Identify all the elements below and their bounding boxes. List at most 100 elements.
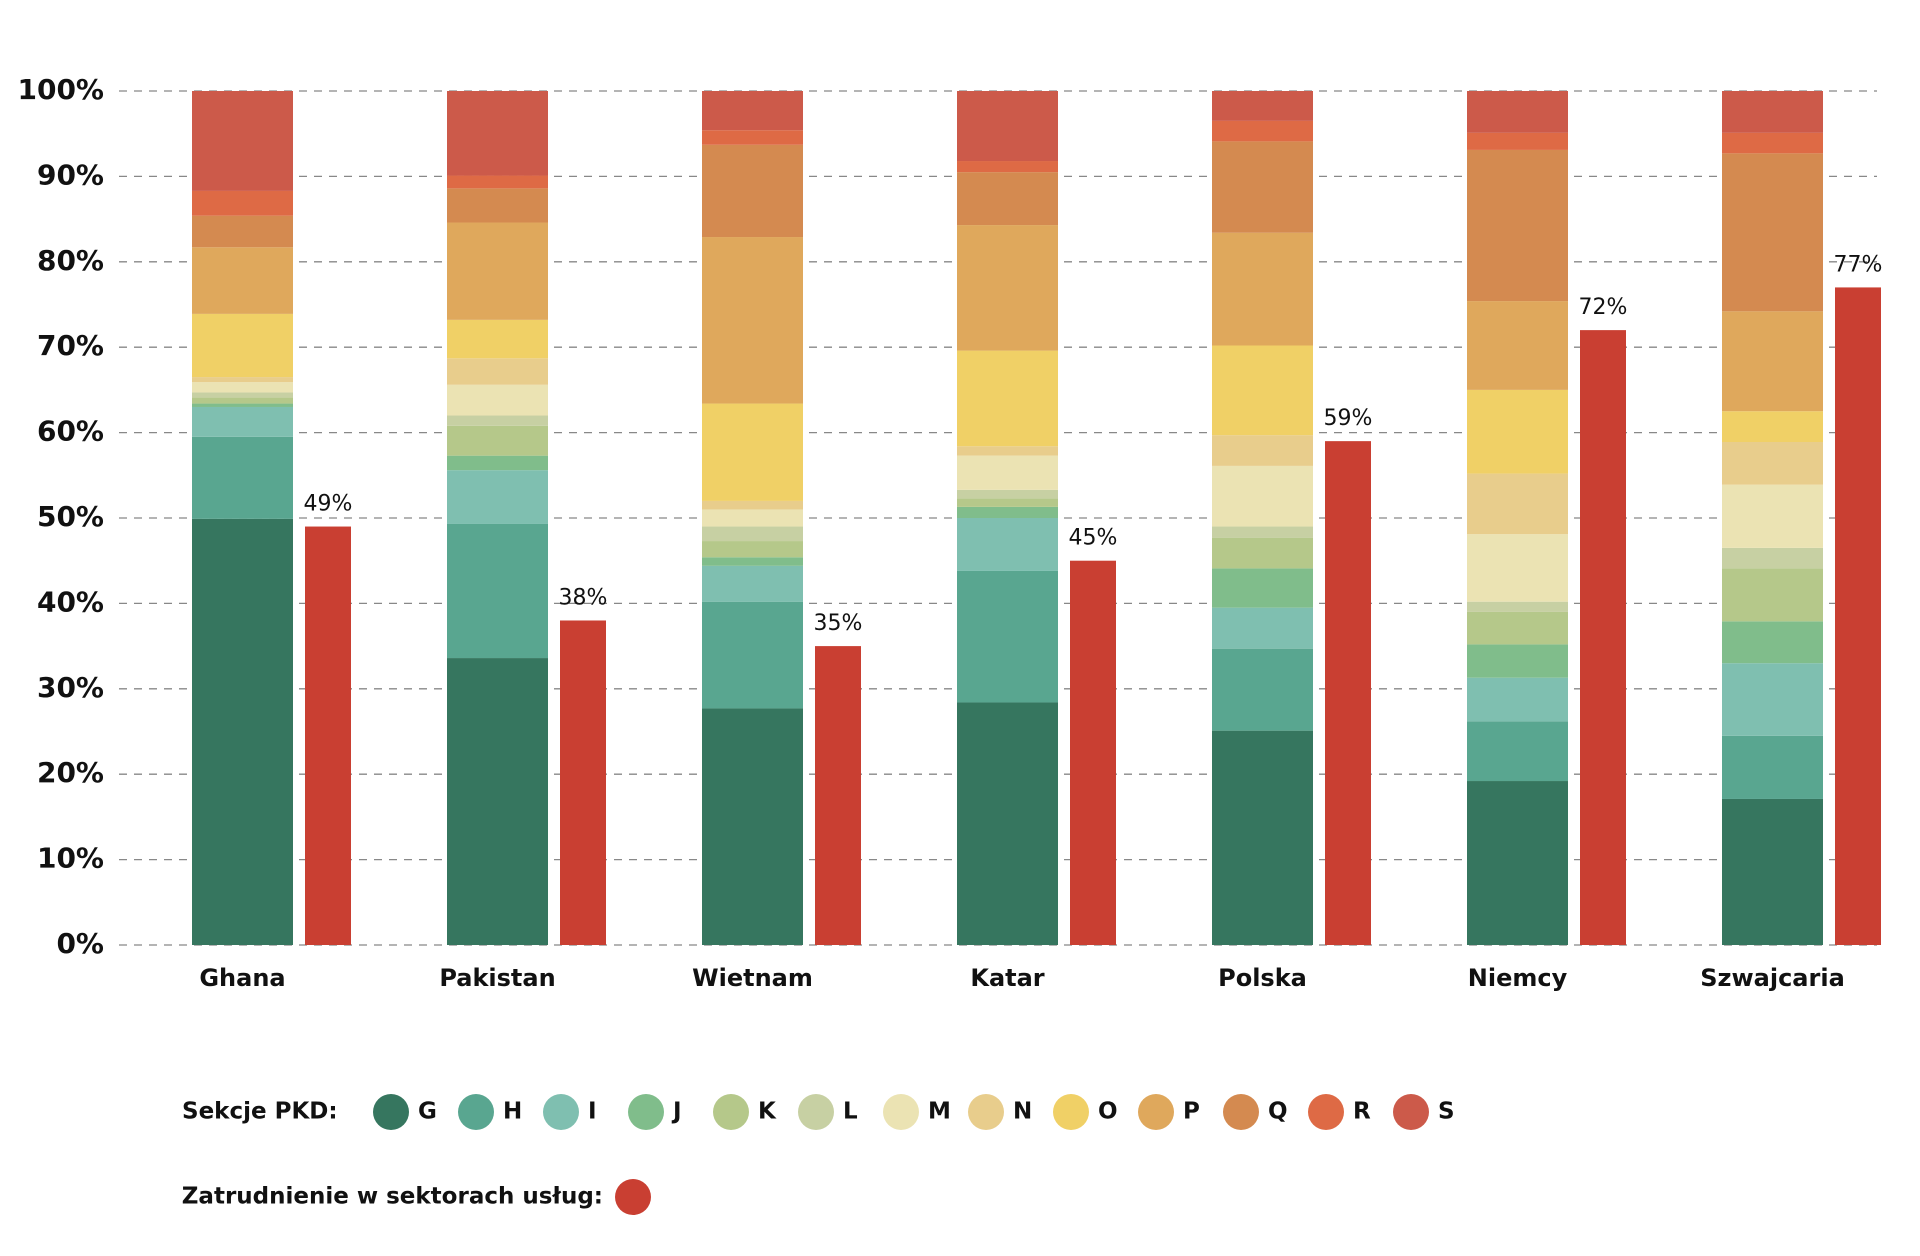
legend-label: I: [588, 1099, 597, 1125]
value-label: 59%: [1324, 406, 1373, 431]
bar-segment: [1212, 141, 1313, 233]
x-tick-label: Niemcy: [1468, 964, 1568, 992]
bar-segment: [702, 541, 803, 558]
bar-segment: [702, 500, 803, 510]
legend-label: L: [843, 1099, 858, 1125]
bar-segment: [1212, 465, 1313, 527]
bar-segment: [192, 247, 293, 314]
bar-segment: [1467, 132, 1568, 150]
x-tick-label: Ghana: [199, 964, 285, 992]
y-tick-label: 50%: [37, 500, 104, 533]
services-bar: [1070, 560, 1116, 945]
value-label: 77%: [1834, 252, 1883, 277]
bar-segment: [192, 377, 293, 383]
y-tick-label: 60%: [37, 415, 104, 448]
y-tick-label: 90%: [37, 158, 104, 191]
bar-segment: [957, 446, 1058, 456]
legend-label: Zatrudnienie w sektorach usług:: [182, 1184, 603, 1210]
legend-label: S: [1438, 1099, 1455, 1125]
bar-segment: [447, 523, 548, 659]
bar-segment: [702, 601, 803, 709]
legend-swatch: [543, 1094, 579, 1130]
bar-segment: [1212, 345, 1313, 436]
bar-segment: [957, 225, 1058, 351]
bar-segment: [1467, 781, 1568, 945]
bar-segment: [192, 91, 293, 191]
bar-segment: [957, 498, 1058, 507]
bar-segment: [1212, 435, 1313, 466]
bar-segment: [1212, 120, 1313, 142]
bar-segment: [1212, 91, 1313, 121]
bar-segment: [1467, 677, 1568, 722]
bar-segment: [1722, 735, 1823, 799]
services-bar: [560, 620, 606, 945]
bar-segment: [1212, 607, 1313, 649]
legend-label: P: [1183, 1099, 1200, 1125]
value-label: 72%: [1579, 295, 1628, 320]
legend-label: H: [503, 1099, 522, 1125]
legend-swatch: [1308, 1094, 1344, 1130]
bar-segment: [1212, 568, 1313, 608]
bar-segment: [1467, 149, 1568, 302]
bar-segment: [702, 509, 803, 527]
bar-segment: [702, 403, 803, 501]
bar-segment: [702, 237, 803, 404]
bar-segment: [447, 188, 548, 223]
bar-segment: [957, 455, 1058, 490]
legend-swatch: [883, 1094, 919, 1130]
bar-segment: [702, 557, 803, 566]
legend-label: M: [928, 1099, 951, 1125]
bar-segment: [192, 397, 293, 404]
bar-segment: [957, 489, 1058, 499]
bar-segment: [192, 406, 293, 437]
bar-segment: [1722, 547, 1823, 569]
legend-label: O: [1098, 1099, 1118, 1125]
bar-segment: [957, 518, 1058, 571]
legend-swatch: [1053, 1094, 1089, 1130]
bar-segment: [1722, 568, 1823, 622]
bar-segment: [192, 382, 293, 393]
bar-segment: [447, 425, 548, 456]
bar-segment: [447, 358, 548, 385]
services-bar: [1325, 441, 1371, 945]
bar-segment: [447, 175, 548, 189]
bar-segment: [1467, 91, 1568, 133]
bar-segment: [1722, 441, 1823, 485]
bar-segment: [1467, 611, 1568, 645]
bar-segment: [1467, 644, 1568, 678]
bar-segment: [192, 313, 293, 378]
bar-segment: [702, 91, 803, 131]
legend-swatch: [615, 1179, 651, 1215]
bar-segment: [702, 565, 803, 602]
services-bar: [815, 646, 861, 945]
bar-segment: [1722, 663, 1823, 736]
legend-label: R: [1353, 1099, 1371, 1125]
bar-segment: [1467, 721, 1568, 782]
legend-label: K: [758, 1099, 777, 1125]
bar-segment: [192, 392, 293, 398]
value-label: 35%: [814, 611, 863, 636]
legend-label: N: [1013, 1099, 1032, 1125]
x-tick-label: Szwajcaria: [1700, 964, 1845, 992]
bar-segment: [957, 702, 1058, 945]
legend-label: Q: [1268, 1099, 1288, 1125]
legend-swatch: [1223, 1094, 1259, 1130]
y-tick-label: 20%: [37, 756, 104, 789]
y-tick-label: 40%: [37, 585, 104, 618]
bar-segment: [192, 190, 293, 216]
bar-segment: [1722, 91, 1823, 133]
bar-segment: [447, 222, 548, 320]
bar-segment: [1722, 484, 1823, 548]
services-bar: [1580, 330, 1626, 945]
legend-label: J: [671, 1099, 682, 1125]
legend-swatch: [458, 1094, 494, 1130]
bar-segment: [447, 91, 548, 176]
legend-swatch: [1393, 1094, 1429, 1130]
value-label: 45%: [1069, 526, 1118, 551]
legend-swatch: [1138, 1094, 1174, 1130]
x-tick-label: Katar: [970, 964, 1044, 992]
bar-segment: [447, 319, 548, 359]
legend-swatch: [628, 1094, 664, 1130]
bar-segment: [957, 350, 1058, 447]
